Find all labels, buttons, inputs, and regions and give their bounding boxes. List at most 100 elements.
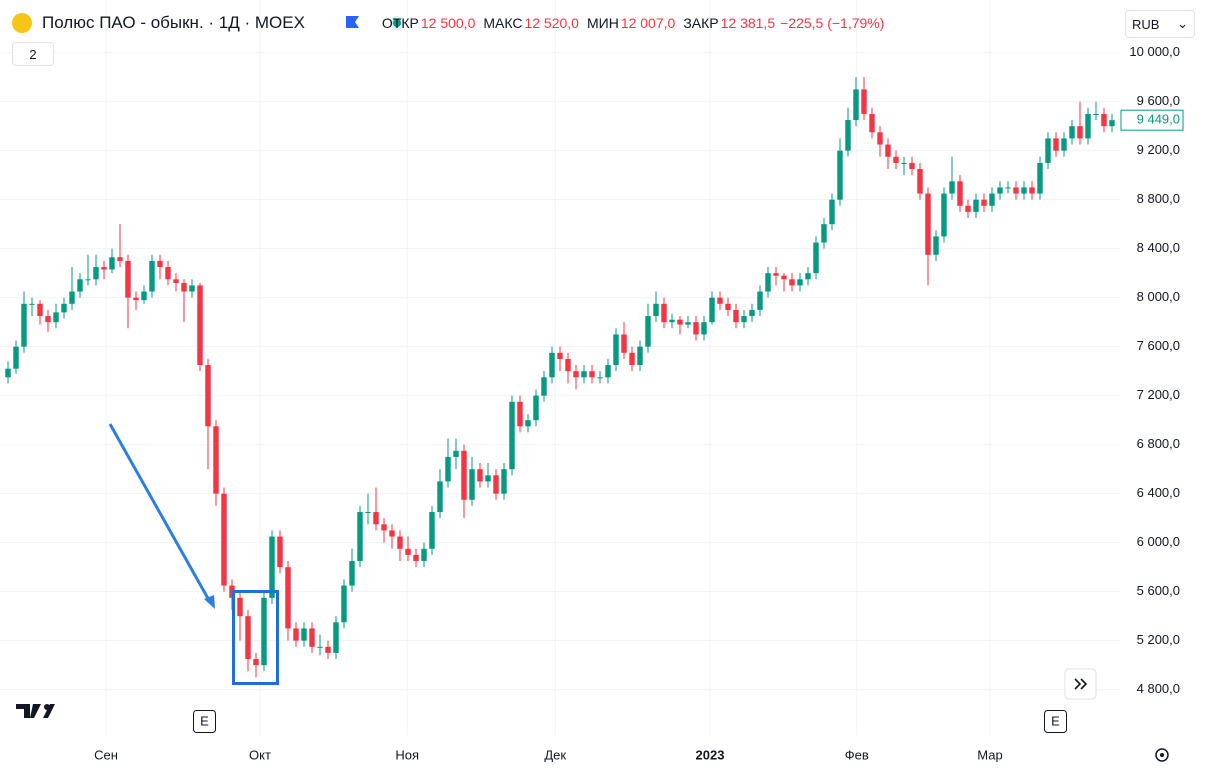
candle-body (717, 297, 723, 304)
candle-body (29, 303, 35, 305)
y-tick-label: 4 800,0 (1137, 681, 1180, 696)
candle-body (469, 469, 475, 500)
flag-icon[interactable] (346, 16, 359, 28)
candle-body (957, 181, 963, 206)
y-tick-label: 8 000,0 (1137, 289, 1180, 304)
candle-body (821, 224, 827, 243)
candle-body (765, 273, 771, 292)
candle-body (477, 469, 483, 482)
candle-body (37, 303, 43, 317)
candle-body (629, 352, 635, 366)
candle-body (117, 257, 123, 261)
candle-body (205, 365, 211, 427)
candle-body (645, 316, 651, 347)
candle-body (277, 536, 283, 568)
candle-body (805, 273, 811, 280)
candle-body (1005, 187, 1011, 189)
settings-icon[interactable] (1155, 748, 1169, 762)
candle-body (341, 585, 347, 623)
candle-body (693, 322, 699, 335)
candle-body (861, 89, 867, 114)
candle-body (989, 193, 995, 206)
candle-body (653, 303, 659, 317)
candle-body (253, 659, 259, 666)
candle-body (453, 450, 459, 457)
candle-body (309, 628, 315, 647)
candle-body (293, 628, 299, 641)
y-tick-label: 6 800,0 (1137, 436, 1180, 451)
x-tick-label: Мар (977, 747, 1002, 762)
last-price-label: 9 449,0 (1137, 112, 1180, 127)
indicators-toggle[interactable]: 2 (12, 42, 54, 66)
candle-body (5, 368, 11, 378)
candle-body (1093, 113, 1099, 115)
candle-body (589, 371, 595, 378)
currency: RUB (1132, 16, 1160, 32)
x-tick-label: 2023 (696, 747, 725, 762)
last-price-box (1120, 109, 1184, 131)
candle-body (21, 303, 27, 347)
candle-body (1101, 113, 1107, 127)
candle-body (541, 377, 547, 396)
ohlc-value: 12 500,0 (420, 15, 476, 31)
candle-body (261, 597, 267, 666)
candle-body (557, 352, 563, 359)
candle-body (333, 622, 339, 653)
candle-body (669, 319, 675, 323)
candle-body (1037, 162, 1043, 194)
scroll-button[interactable] (1064, 668, 1097, 700)
candle-body (621, 334, 627, 353)
candle-body (421, 548, 427, 562)
event-marker: E (193, 710, 216, 733)
candle-body (317, 646, 323, 648)
candle-body (581, 371, 587, 378)
y-tick-label: 8 400,0 (1137, 240, 1180, 255)
candle-body (757, 291, 763, 310)
candle-body (837, 150, 843, 200)
candle-body (493, 475, 499, 494)
candle-body (13, 346, 19, 369)
candle-body (77, 279, 83, 292)
candle-body (973, 199, 979, 212)
candle-body (949, 181, 955, 194)
candle-body (133, 297, 139, 301)
event-label: E (200, 713, 209, 728)
y-tick-label: 9 600,0 (1137, 93, 1180, 108)
candle-body (285, 567, 291, 629)
candle-body (189, 285, 195, 292)
y-tick-label: 7 600,0 (1137, 338, 1180, 353)
candle-body (613, 334, 619, 366)
candle-body (85, 279, 91, 281)
symbol-title: Полюс ПАО - обыкн. · 1Д · MOEX (42, 13, 305, 32)
candle-body (53, 312, 59, 323)
header: Полюс ПАО - обыкн. · 1Д · MOEX ОТКР 12 50… (10, 10, 884, 36)
candle-body (325, 646, 331, 653)
candle-body (741, 316, 747, 323)
candle-body (781, 275, 787, 280)
currency-select[interactable]: RUB ⌄ (1125, 10, 1195, 38)
y-tick-label: 5 600,0 (1137, 583, 1180, 598)
candle-body (405, 548, 411, 555)
candle-body (237, 597, 243, 617)
y-tick-label: 10 000,0 (1129, 44, 1180, 59)
candle-body (573, 371, 579, 378)
candle-body (1085, 113, 1091, 139)
ohlc-key: ОТКР (381, 15, 419, 31)
candle-body (413, 554, 419, 562)
candle-body (917, 169, 923, 194)
symbol-logo (12, 13, 32, 33)
candle-body (813, 242, 819, 274)
chevron: ⌄ (1177, 16, 1188, 31)
candle-body (101, 267, 107, 270)
candle-body (709, 297, 715, 323)
x-tick-label: Дек (544, 747, 566, 762)
candle-body (853, 89, 859, 121)
annotation-arrow (108, 423, 212, 603)
candle-body (445, 456, 451, 482)
candle-body (893, 156, 899, 163)
candle-body (501, 469, 507, 494)
candle-body (909, 162, 915, 170)
candle-body (1021, 187, 1027, 194)
